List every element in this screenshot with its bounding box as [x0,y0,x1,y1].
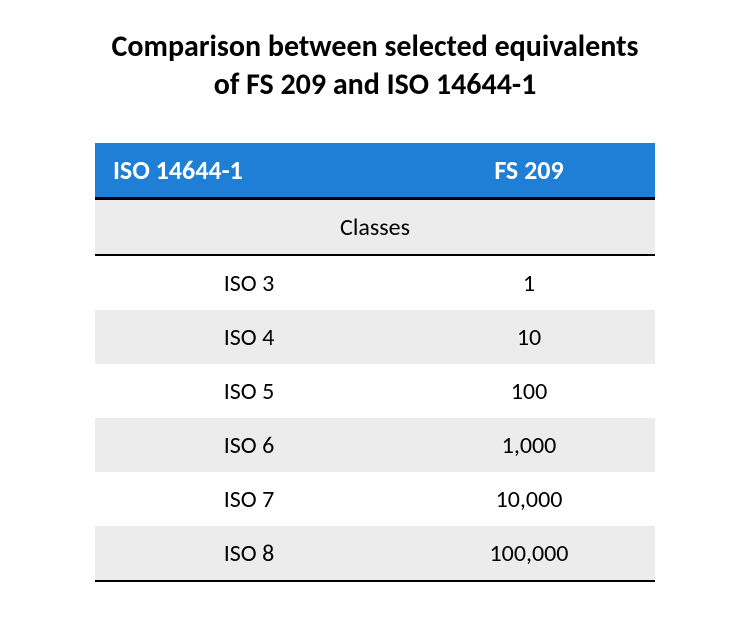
table-row: ISO 7 10,000 [95,472,655,526]
cell-iso: ISO 6 [95,418,403,472]
cell-iso: ISO 8 [95,526,403,581]
table-row: ISO 8 100,000 [95,526,655,581]
table-row: ISO 6 1,000 [95,418,655,472]
title-line-2: of FS 209 and ISO 14644-1 [214,66,537,103]
table-row: ISO 5 100 [95,364,655,418]
subheader-cell: Classes [95,199,655,256]
cell-iso: ISO 4 [95,310,403,364]
col-header-iso: ISO 14644-1 [95,143,403,199]
page-title: Comparison between selected equivalents … [30,28,720,103]
col-header-fs: FS 209 [403,143,655,199]
comparison-table: ISO 14644-1 FS 209 Classes ISO 3 1 ISO 4… [95,143,655,582]
cell-fs: 100 [403,364,655,418]
cell-iso: ISO 5 [95,364,403,418]
cell-fs: 10 [403,310,655,364]
table-body: ISO 3 1 ISO 4 10 ISO 5 100 ISO 6 1,000 I… [95,255,655,581]
table-subheader-row: Classes [95,199,655,256]
cell-fs: 1 [403,255,655,310]
table-row: ISO 3 1 [95,255,655,310]
cell-fs: 100,000 [403,526,655,581]
cell-fs: 1,000 [403,418,655,472]
cell-iso: ISO 7 [95,472,403,526]
cell-fs: 10,000 [403,472,655,526]
table-row: ISO 4 10 [95,310,655,364]
title-line-1: Comparison between selected equivalents [112,28,639,65]
cell-iso: ISO 3 [95,255,403,310]
table-header-row: ISO 14644-1 FS 209 [95,143,655,199]
